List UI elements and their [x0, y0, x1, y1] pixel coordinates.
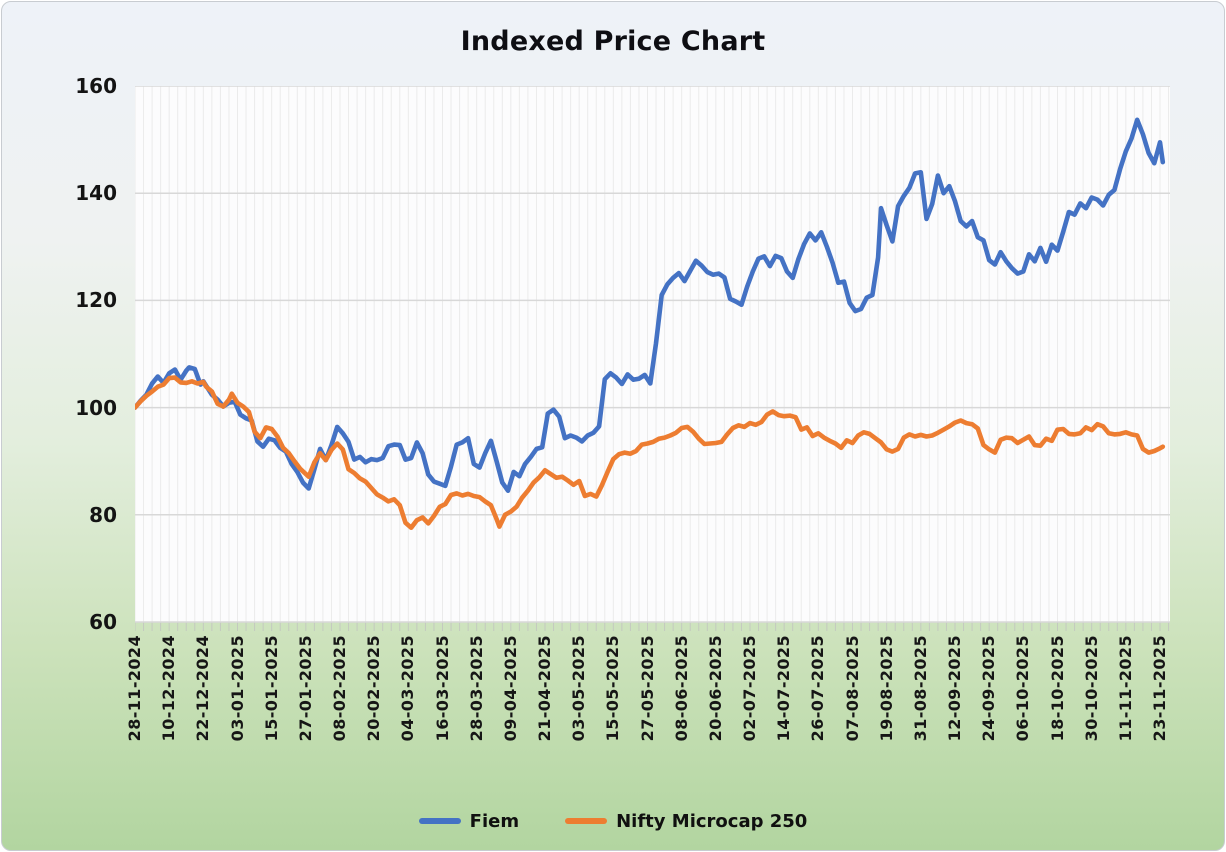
legend-line-swatch: [565, 818, 608, 824]
nifty-microcap-250-line: [132, 375, 1166, 531]
x-axis-tick-label: 14-07-2025: [774, 635, 794, 742]
y-axis-tick-label: 60: [89, 610, 117, 634]
x-axis-tick-label: 08-02-2025: [330, 635, 349, 742]
x-axis-tick-label: 15-01-2025: [261, 635, 281, 742]
x-axis-tick-label: 03-05-2025: [569, 635, 589, 742]
x-axis-tick-label: 27-05-2025: [637, 635, 657, 742]
x-axis-tick-label: 06-10-2025: [1013, 635, 1033, 742]
legend-item-fiem: Fiem: [418, 810, 520, 832]
y-axis-tick-label: 160: [75, 74, 117, 98]
x-axis-tick-label: 12-09-2025: [945, 635, 964, 742]
x-axis-tick-label: 20-06-2025: [705, 635, 725, 742]
x-axis-tick-label: 03-01-2025: [227, 635, 247, 742]
x-axis-tick-label: 19-08-2025: [876, 635, 896, 742]
x-axis-tick-label: 20-02-2025: [364, 635, 384, 742]
x-axis-tick-label: 30-10-2025: [1081, 635, 1101, 742]
legend-label: Fiem: [469, 810, 520, 832]
legend-line-swatch: [418, 818, 461, 824]
x-axis-tick-label: 16-03-2025: [432, 635, 452, 742]
x-axis-tick-label: 26-07-2025: [808, 635, 828, 742]
y-axis-tick-label: 120: [75, 288, 117, 313]
x-axis-tick-label: 31-08-2025: [910, 635, 930, 742]
x-axis-tick-label: 11-11-2025: [1115, 635, 1135, 742]
x-axis-tick-label: 27-01-2025: [295, 635, 315, 742]
x-axis-tick-label: 07-08-2025: [842, 635, 862, 742]
x-axis-tick-label: 22-12-2024: [193, 635, 213, 742]
x-axis-tick-label: 18-10-2025: [1047, 635, 1067, 742]
x-axis-tick-label: 28-03-2025: [466, 635, 486, 742]
y-axis-tick-label: 100: [75, 395, 117, 420]
y-axis-tick-label: 140: [75, 181, 117, 206]
x-axis-tick-label: 02-07-2025: [740, 635, 759, 742]
x-axis-tick-label: 15-05-2025: [603, 635, 623, 742]
x-axis-tick-label: 08-06-2025: [671, 635, 691, 742]
x-axis-tick-label: 10-12-2024: [159, 635, 179, 742]
x-axis-tick-label: 21-04-2025: [535, 635, 554, 742]
chart-title: Indexed Price Chart: [460, 26, 766, 57]
x-axis-tick-label: 28-11-2024: [125, 635, 144, 742]
x-axis-tick-label: 09-04-2025: [500, 635, 520, 742]
legend-item-nifty-microcap-250: Nifty Microcap 250: [565, 811, 807, 832]
plot-area: [132, 85, 1170, 632]
legend-label: Nifty Microcap 250: [616, 810, 808, 832]
price-line-chart: [132, 85, 1170, 631]
legend: Fiem Nifty Microcap 250: [2, 806, 1224, 836]
x-axis-tick-label: 23-11-2025: [1150, 635, 1169, 742]
y-axis-tick-label: 80: [89, 502, 117, 527]
x-axis-tick-label: 04-03-2025: [398, 635, 418, 742]
fiem-line: [132, 117, 1166, 494]
x-axis-tick-label: 24-09-2025: [979, 635, 999, 742]
